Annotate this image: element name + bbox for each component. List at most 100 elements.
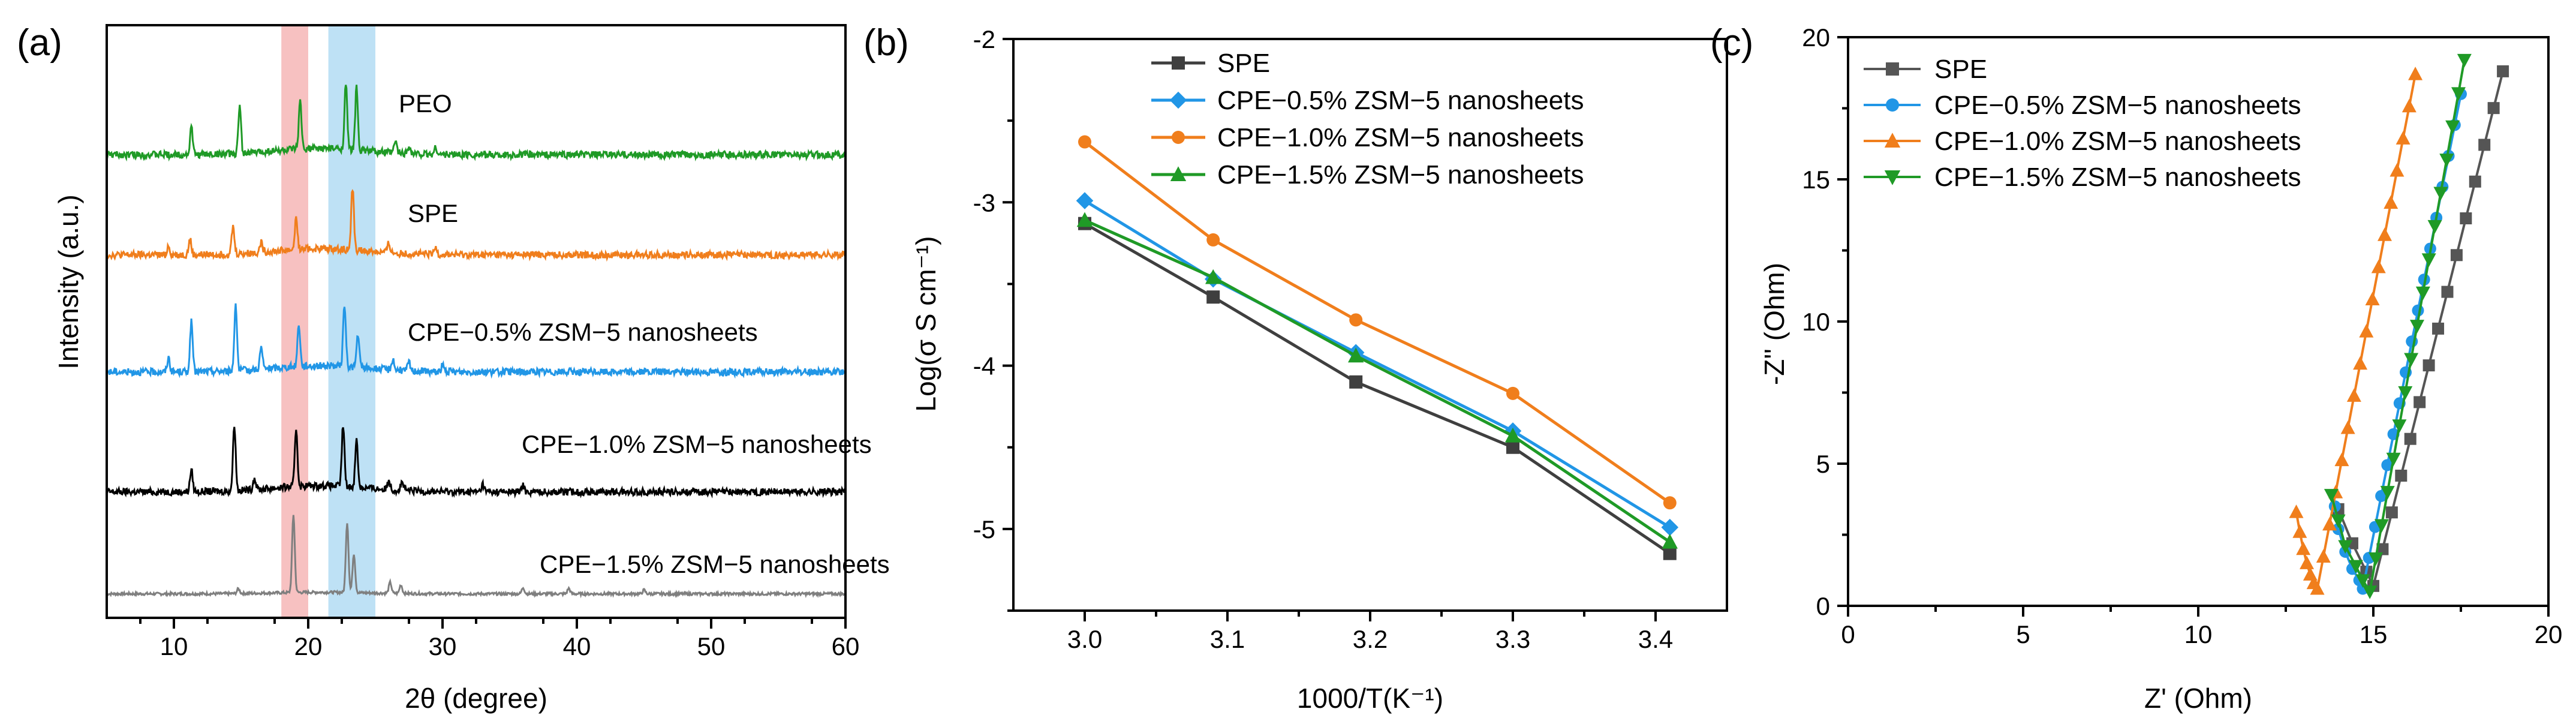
- y-axis-label: Log(σ S cm⁻¹): [910, 236, 941, 412]
- data-point-cpe-1-5-zsm-5-nanosheets: [2415, 286, 2430, 301]
- data-point-cpe-1-5-zsm-5-nanosheets: [2380, 486, 2395, 500]
- data-point-cpe-1-5-zsm-5-nanosheets: [2363, 585, 2378, 599]
- data-point-cpe-1-0-zsm-5-nanosheets: [2316, 549, 2331, 563]
- series-annotation: CPE−1.5% ZSM−5 nanosheets: [540, 550, 890, 578]
- data-point-cpe-1-0-zsm-5-nanosheets: [1206, 233, 1220, 247]
- y-tick-label: 15: [1802, 166, 1830, 194]
- x-tick-label: 10: [160, 632, 188, 660]
- data-point-cpe-1-0-zsm-5-nanosheets: [2346, 388, 2361, 402]
- x-tick-label: 60: [832, 632, 860, 660]
- x-tick-label: 0: [1841, 620, 1855, 648]
- x-tick-label: 50: [697, 632, 726, 660]
- series-line-cpe-0-5-zsm-5-nanosheets: [1084, 199, 1671, 529]
- data-point-cpe-1-5-zsm-5-nanosheets: [2439, 154, 2454, 167]
- data-point-cpe-1-0-zsm-5-nanosheets: [2334, 452, 2349, 467]
- panel-label: (a): [17, 22, 62, 64]
- data-point-cpe-1-5-zsm-5-nanosheets: [2369, 552, 2384, 566]
- panel-c-impedance: (c) SPE CPE−0.5% ZSM−5 nanosheets CPE−1.0% …: [1710, 22, 2562, 714]
- data-point-cpe-1-0-zsm-5-nanosheets: [2408, 67, 2423, 80]
- data-point-cpe-1-0-zsm-5-nanosheets: [2390, 163, 2405, 177]
- data-point-cpe-1-5-zsm-5-nanosheets: [2457, 53, 2472, 68]
- data-point-cpe-1-5-zsm-5-nanosheets: [2404, 353, 2419, 367]
- x-axis-label: 2θ (degree): [405, 683, 547, 714]
- data-point-cpe-1-0-zsm-5-nanosheets: [1663, 496, 1677, 510]
- y-tick-label: -2: [973, 25, 995, 53]
- x-tick-label: 3.3: [1495, 625, 1530, 653]
- series-line-cpe-1-5-zsm-5-nanosheets: [2330, 59, 2466, 595]
- data-point-spe: [2469, 175, 2481, 188]
- data-point-spe: [1206, 290, 1220, 304]
- data-point-cpe-1-5-zsm-5-nanosheets: [2451, 87, 2466, 101]
- legend-label: CPE−1.5% ZSM−5 nanosheets: [1217, 160, 1584, 190]
- data-point-cpe-0-5-zsm-5-nanosheets: [2418, 274, 2430, 286]
- data-point-cpe-1-0-zsm-5-nanosheets: [2296, 541, 2311, 555]
- data-point-cpe-1-0-zsm-5-nanosheets: [2384, 195, 2399, 209]
- panel-label: (b): [863, 22, 909, 64]
- data-point-spe: [1663, 546, 1677, 560]
- legend-marker: [1172, 56, 1185, 70]
- legend-marker: [1172, 131, 1185, 144]
- data-point-cpe-1-0-zsm-5-nanosheets: [2310, 581, 2325, 595]
- data-point-cpe-1-5-zsm-5-nanosheets: [2386, 452, 2401, 467]
- data-point-cpe-1-0-zsm-5-nanosheets: [2300, 555, 2315, 569]
- x-tick-label: 3.4: [1638, 625, 1673, 653]
- data-point-cpe-1-0-zsm-5-nanosheets: [2359, 324, 2374, 338]
- data-point-cpe-1-5-zsm-5-nanosheets: [1348, 347, 1364, 363]
- data-point-cpe-1-5-zsm-5-nanosheets: [1662, 533, 1678, 549]
- data-point-cpe-1-0-zsm-5-nanosheets: [2396, 131, 2411, 145]
- series-annotation: CPE−1.0% ZSM−5 nanosheets: [522, 430, 872, 458]
- data-point-spe: [2432, 322, 2445, 335]
- legend-label: CPE−0.5% ZSM−5 nanosheets: [1934, 91, 2301, 120]
- y-axis-label: -Z'' (Ohm): [1759, 263, 1790, 385]
- legend-marker: [1884, 170, 1901, 185]
- data-point-cpe-1-0-zsm-5-nanosheets: [1078, 135, 1091, 149]
- x-tick-label: 10: [2184, 620, 2213, 648]
- series-annotation: SPE: [408, 199, 458, 227]
- series-line-cpe-1-5-zsm-5-nanosheets: [106, 85, 847, 162]
- data-point-cpe-1-0-zsm-5-nanosheets: [2340, 420, 2355, 434]
- panel-b-conductivity: (b) SPE CPE−0.5% ZSM−5 nanosheets CPE−1.0% …: [863, 22, 1728, 714]
- legend-label: CPE−1.0% ZSM−5 nanosheets: [1934, 127, 2301, 156]
- legend-marker: [1170, 166, 1187, 181]
- data-point-cpe-1-5-zsm-5-nanosheets: [2331, 514, 2346, 528]
- data-point-cpe-1-5-zsm-5-nanosheets: [2398, 386, 2413, 400]
- data-point-cpe-1-0-zsm-5-nanosheets: [1506, 386, 1519, 400]
- series-annotation: CPE−0.5% ZSM−5 nanosheets: [408, 318, 758, 346]
- data-point-cpe-0-5-zsm-5-nanosheets: [1076, 192, 1094, 209]
- x-tick-label: 15: [2360, 620, 2388, 648]
- data-point-spe: [2422, 359, 2435, 372]
- data-point-cpe-1-5-zsm-5-nanosheets: [2410, 320, 2424, 334]
- data-point-cpe-1-0-zsm-5-nanosheets: [2402, 98, 2416, 113]
- data-point-cpe-1-0-zsm-5-nanosheets: [2371, 259, 2386, 274]
- series-line-cpe-1-0-zsm-5-nanosheets: [106, 189, 847, 262]
- y-tick-label: -5: [973, 515, 995, 543]
- data-point-spe: [2376, 543, 2389, 555]
- y-tick-label: -3: [973, 188, 995, 217]
- data-point-cpe-1-5-zsm-5-nanosheets: [1076, 212, 1093, 227]
- x-tick-label: 3.1: [1210, 625, 1245, 653]
- series-line-cpe-0-5-zsm-5-nanosheets: [106, 303, 847, 379]
- series-line-spe: [106, 426, 847, 499]
- data-point-cpe-1-0-zsm-5-nanosheets: [2289, 504, 2304, 518]
- y-tick-label: 20: [1802, 23, 1830, 52]
- data-point-cpe-1-5-zsm-5-nanosheets: [2348, 560, 2363, 574]
- data-point-cpe-0-5-zsm-5-nanosheets: [1661, 518, 1679, 536]
- data-point-cpe-1-5-zsm-5-nanosheets: [2421, 253, 2436, 267]
- data-point-cpe-1-0-zsm-5-nanosheets: [2292, 524, 2307, 538]
- legend-label: SPE: [1934, 55, 1987, 84]
- data-point-cpe-1-0-zsm-5-nanosheets: [1349, 313, 1363, 327]
- y-tick-label: -4: [973, 352, 995, 380]
- data-point-cpe-1-5-zsm-5-nanosheets: [2338, 540, 2353, 554]
- data-point-spe: [2478, 139, 2491, 151]
- data-point-cpe-1-5-zsm-5-nanosheets: [2392, 419, 2407, 433]
- data-point-cpe-1-5-zsm-5-nanosheets: [2355, 574, 2370, 588]
- data-point-spe: [2414, 396, 2426, 408]
- data-point-spe: [2395, 469, 2408, 482]
- data-point-cpe-1-5-zsm-5-nanosheets: [2374, 519, 2389, 533]
- data-point-cpe-1-0-zsm-5-nanosheets: [2377, 227, 2392, 241]
- data-point-spe: [2441, 286, 2454, 298]
- legend-marker: [1169, 91, 1187, 109]
- highlight-band-1: [281, 25, 308, 618]
- series-line-spe: [1084, 222, 1671, 555]
- x-tick-label: 3.0: [1067, 625, 1102, 653]
